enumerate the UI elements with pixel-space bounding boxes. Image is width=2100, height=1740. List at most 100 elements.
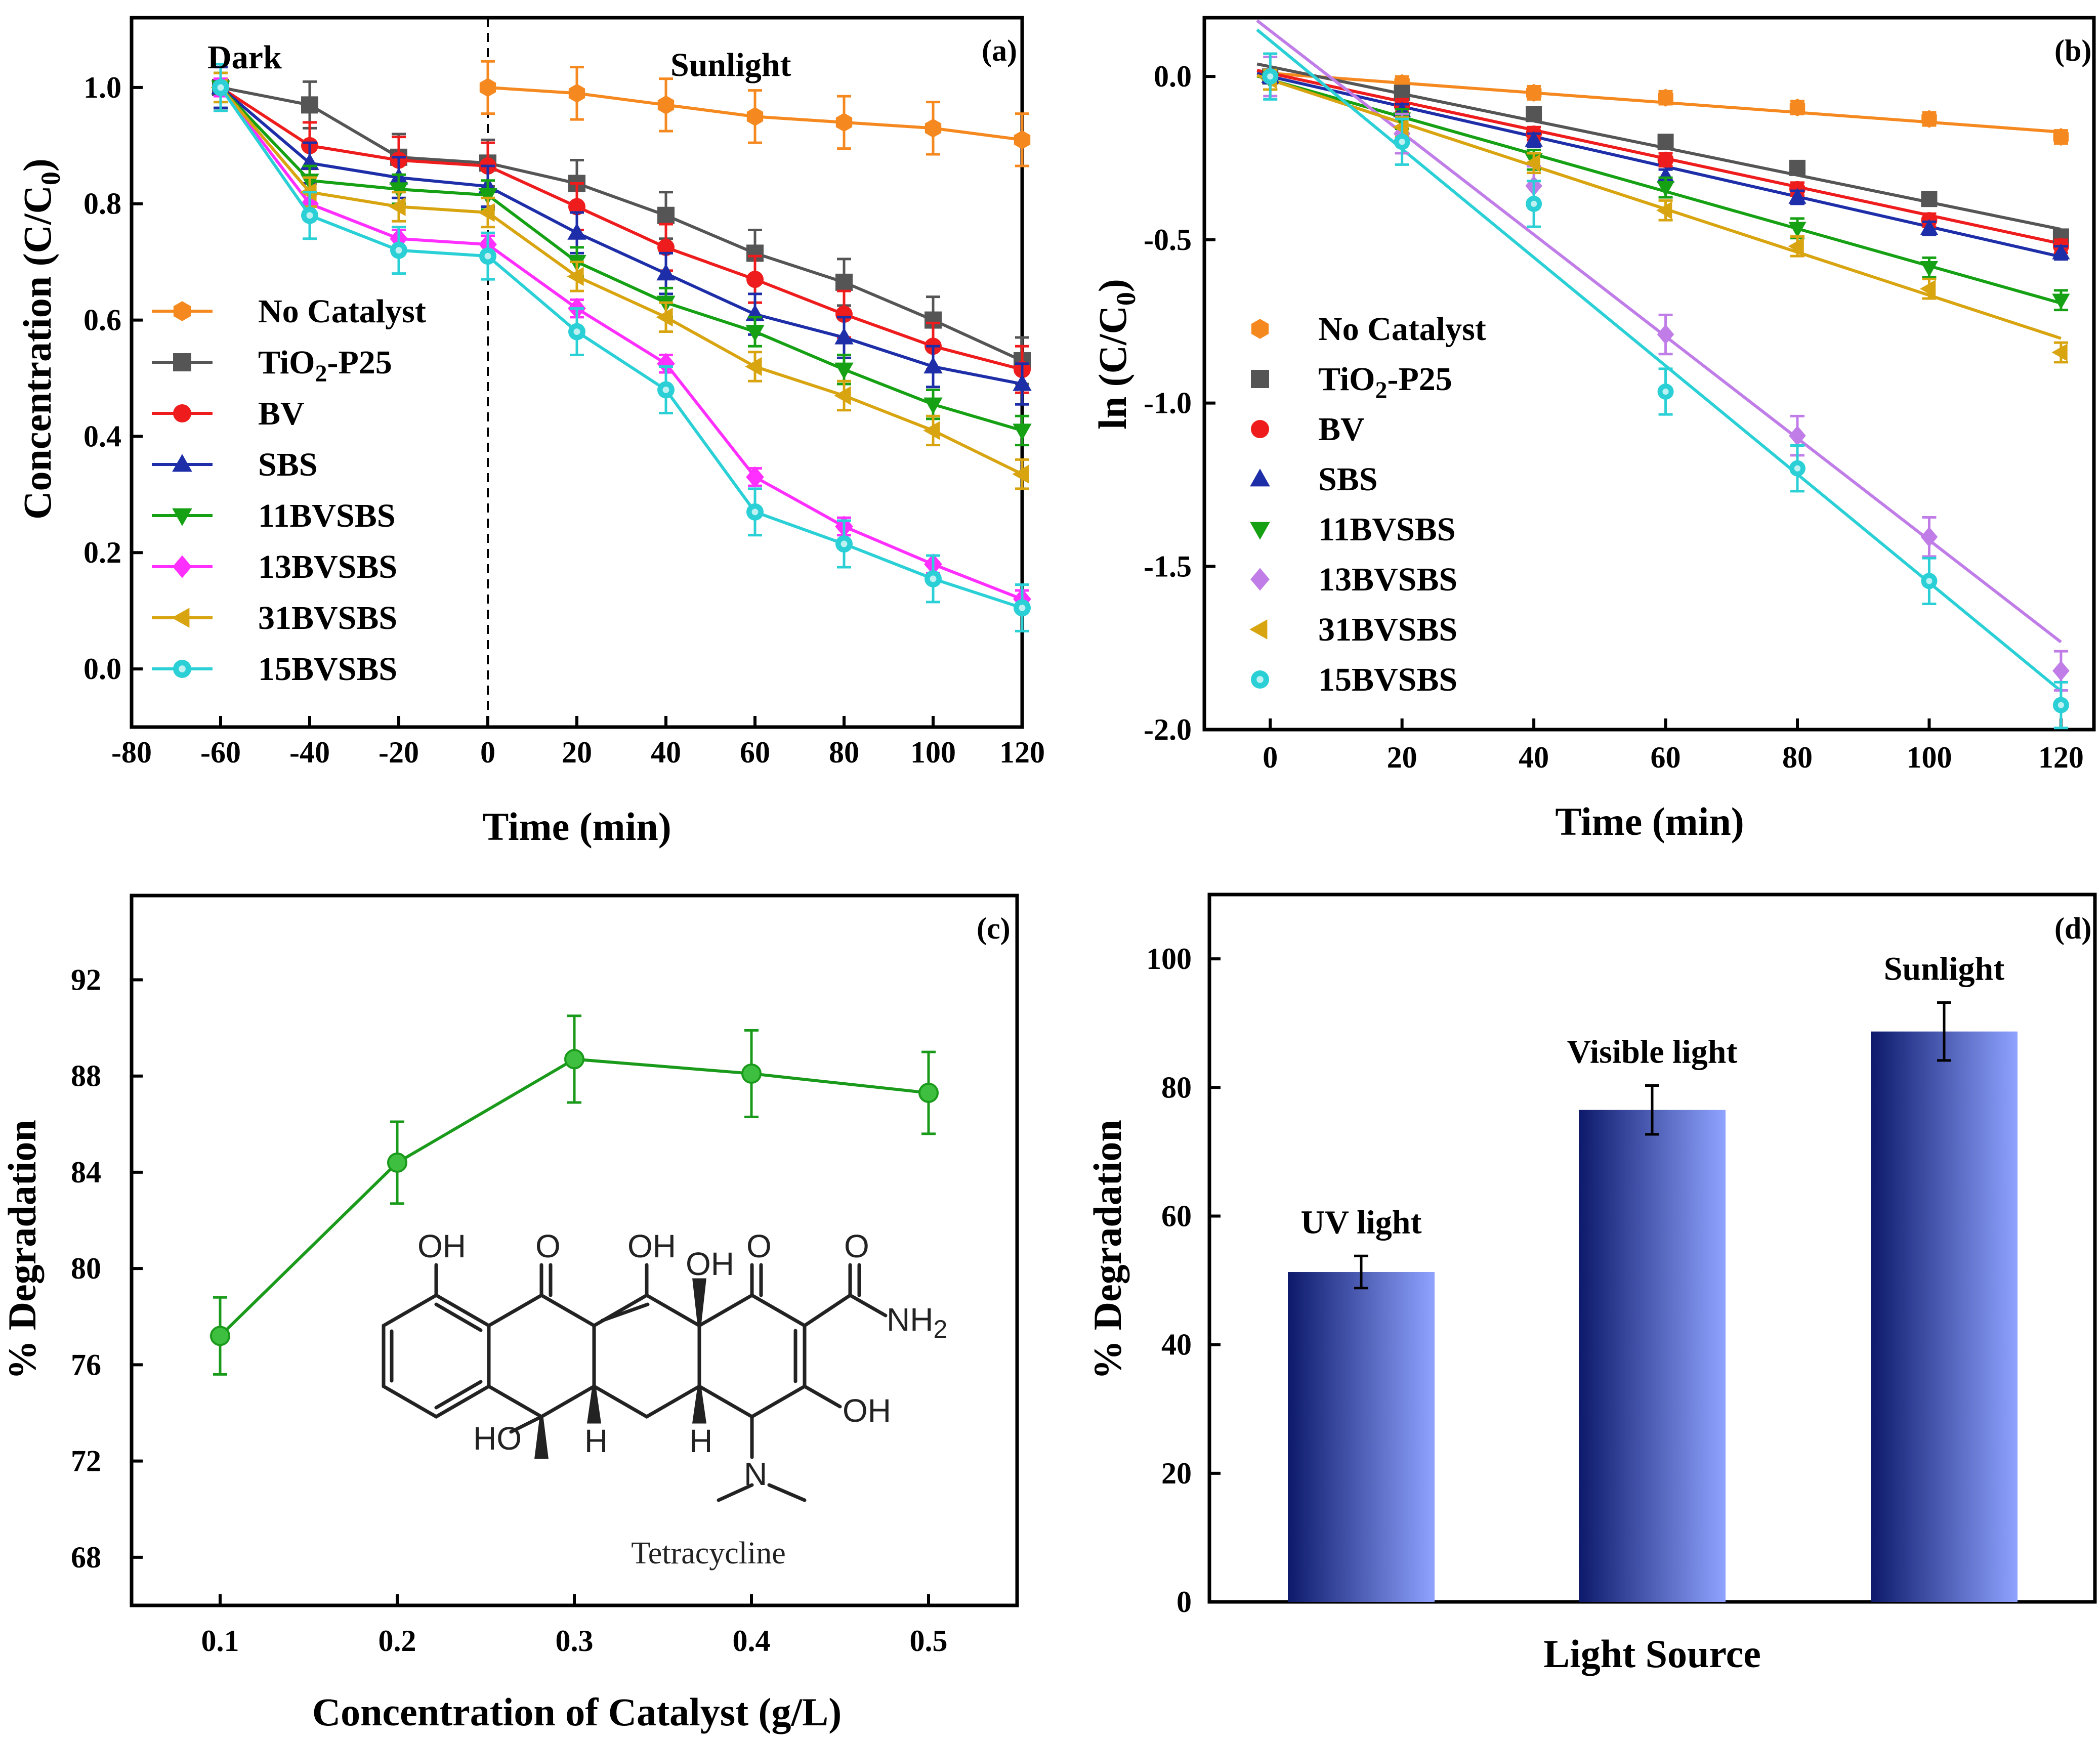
molecule-o-2: O <box>746 1228 772 1264</box>
data-point-BV <box>1657 151 1674 168</box>
data-point-15BVSBS-center <box>1531 200 1537 207</box>
legend-label: 15BVSBS <box>1318 661 1457 698</box>
data-point-TiO2-P25 <box>835 273 853 291</box>
legend-marker <box>1250 568 1270 591</box>
panel-b-xlabel: Time (min) <box>1555 799 1744 843</box>
legend-marker <box>172 508 192 526</box>
data-point <box>918 1082 939 1103</box>
legend-marker <box>1251 370 1269 388</box>
data-point-15BVSBS-center <box>1399 139 1405 145</box>
data-point-11BVSBS <box>1656 181 1675 197</box>
panel-d-ylabel: % Degradation <box>1085 1120 1129 1379</box>
x-tick-label: 40 <box>651 736 681 769</box>
molecule-bond <box>717 1483 754 1502</box>
data-point-15BVSBS-center <box>1662 388 1669 395</box>
molecule-bond <box>767 1483 807 1502</box>
molecule-n: N <box>744 1456 767 1492</box>
x-tick-label: 20 <box>562 736 592 769</box>
data-point-15BVSBS-center <box>484 252 491 260</box>
data-point-11BVSBS <box>1920 261 1939 277</box>
data-point-31BVSBS <box>1656 201 1672 220</box>
legend-label-main: TiO <box>1318 361 1375 398</box>
data-point-TiO2-P25 <box>301 96 318 114</box>
data-point-SBS <box>2052 243 2070 260</box>
data-point-15BVSBS-center <box>662 387 669 393</box>
molecule-bond <box>509 1415 543 1434</box>
data-point-13BVSBS <box>657 353 675 375</box>
x-tick-label: 40 <box>1519 741 1549 774</box>
data-point-SBS <box>1013 374 1032 391</box>
panel-d-label: (d) <box>2054 912 2091 945</box>
molecule-oh-4: OH <box>843 1392 891 1429</box>
molecule-ring-d <box>697 1293 807 1419</box>
legend-marker <box>172 608 190 628</box>
series-line-SBS <box>220 86 1023 386</box>
y-tick-label: -0.5 <box>1144 223 1192 257</box>
legend-marker-center <box>179 665 186 672</box>
data-point-15BVSBS-center <box>1926 578 1933 584</box>
y-tick-label: 76 <box>71 1348 101 1381</box>
series-line-31BVSBS <box>219 86 1023 476</box>
y-tick-label: 88 <box>71 1059 101 1093</box>
y-tick-label: -1.5 <box>1144 549 1192 583</box>
molecule-wedge <box>534 1416 549 1459</box>
panel-d-xlabel: Light Source <box>1543 1632 1761 1676</box>
molecule-oh-1: OH <box>417 1228 466 1264</box>
bar-label: UV light <box>1301 1204 1422 1241</box>
y-tick-label: 1.0 <box>83 71 121 104</box>
data-point-13BVSBS <box>746 466 764 488</box>
legend-label: 15BVSBS <box>258 651 397 688</box>
molecule-ring-c <box>592 1293 701 1419</box>
x-tick-label: 100 <box>910 736 956 769</box>
data-point-SBS <box>1525 131 1543 147</box>
y-tick-label: 0.0 <box>83 652 121 686</box>
bar-label: Visible light <box>1567 1033 1738 1070</box>
data-point-No Catalyst <box>1658 89 1673 107</box>
data-point-31BVSBS <box>923 421 940 440</box>
panel-a-xlabel: Time (min) <box>482 804 671 848</box>
legend-label: 11BVSBS <box>1318 511 1455 548</box>
series-line-TiO2-P25 <box>220 86 1023 362</box>
data-point-31BVSBS <box>478 203 495 222</box>
data-point-No Catalyst <box>1789 98 1805 117</box>
molecule-wedge <box>692 1386 707 1424</box>
data-point-11BVSBS <box>2052 293 2070 310</box>
molecule-o-3: O <box>844 1228 869 1264</box>
data-point-31BVSBS <box>656 308 673 327</box>
x-tick-label: 60 <box>1651 741 1681 774</box>
data-point-11BVSBS <box>478 188 497 205</box>
data-point-BV <box>568 198 585 216</box>
x-tick-label: 0.2 <box>379 1624 416 1658</box>
data-point-11BVSBS <box>834 362 854 379</box>
data-point-15BVSBS-center <box>1019 604 1026 611</box>
x-tick-label: -40 <box>289 736 330 769</box>
data-point <box>741 1063 762 1084</box>
data-point-31BVSBS <box>389 197 406 217</box>
bar-UV light <box>1288 1272 1435 1602</box>
data-point-SBS <box>1920 219 1939 235</box>
data-point-31BVSBS <box>834 386 851 405</box>
panel-d: 0 20 40 60 80 100 UV light Visible light Sunlig… <box>1085 893 2097 1676</box>
y-tick-label: -1.0 <box>1144 387 1192 420</box>
data-point-31BVSBS <box>1012 464 1029 484</box>
x-tick-label: 120 <box>999 736 1045 769</box>
fit-line-31BVSBS <box>1256 74 2062 340</box>
data-point-13BVSBS <box>1657 324 1674 345</box>
legend-label: SBS <box>1318 461 1377 498</box>
molecule-h-2: H <box>689 1423 712 1459</box>
x-tick-label: 100 <box>1906 741 1952 774</box>
legend-label: No Catalyst <box>258 293 426 330</box>
data-point-11BVSBS <box>389 182 408 199</box>
y-tick-label: 0 <box>1177 1585 1192 1619</box>
data-point-TiO2-P25 <box>1657 134 1674 150</box>
data-point-BV <box>835 306 853 323</box>
data-point <box>387 1152 407 1173</box>
molecule-bond <box>848 1293 888 1318</box>
molecule-h-1: H <box>584 1423 608 1459</box>
data-point-TiO2-P25 <box>1526 106 1542 122</box>
data-point-SBS <box>656 264 676 281</box>
y-tick-label: 20 <box>1161 1457 1192 1490</box>
data-point-TiO2-P25 <box>657 206 675 224</box>
y-tick-label: 0.2 <box>83 536 121 569</box>
y-tick-label: 92 <box>71 963 101 996</box>
